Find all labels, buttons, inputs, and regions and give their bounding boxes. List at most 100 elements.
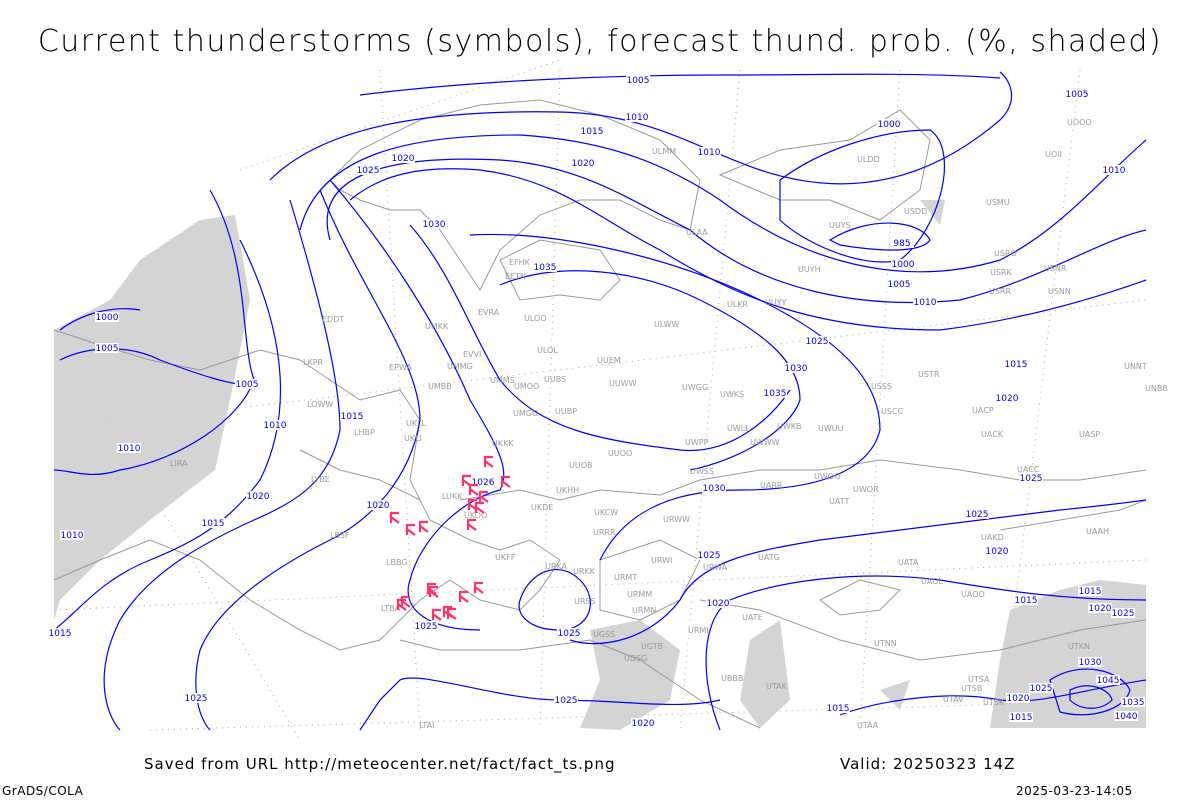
isobar-line xyxy=(359,73,1001,96)
station-label: URRR xyxy=(593,528,616,537)
station-label: UAOO xyxy=(961,590,985,599)
isobar-label: 1005 xyxy=(888,280,911,290)
isobar-line xyxy=(269,71,1013,185)
station-label: UACK xyxy=(981,430,1004,439)
station-label: LBBG xyxy=(386,558,408,567)
station-label: ULOL xyxy=(537,346,558,355)
station-label: UUYY xyxy=(765,298,787,307)
thunderstorm-icon xyxy=(500,475,511,488)
station-label: UOOO xyxy=(1067,118,1092,127)
isobar-label: 1020 xyxy=(707,599,730,609)
station-label: EVRA xyxy=(478,308,500,317)
station-label: UATA xyxy=(898,558,919,567)
isobar-label: 1005 xyxy=(1066,90,1089,100)
station-label: UWWW xyxy=(750,438,780,447)
station-label: USRO xyxy=(994,249,1017,258)
station-label: EDDT xyxy=(322,315,344,324)
station-label: UWLL xyxy=(727,424,750,433)
station-label: URWI xyxy=(651,556,672,565)
isobar-label: 1025 xyxy=(806,337,829,347)
station-label: LIRA xyxy=(170,459,188,468)
station-label: EPWA xyxy=(389,363,412,372)
station-label: UBBB xyxy=(721,674,743,683)
station-label: UMMS xyxy=(490,376,515,385)
isobar-line xyxy=(705,575,1147,731)
station-label: UWKS xyxy=(720,390,744,399)
station-label: UNNT xyxy=(1124,362,1147,371)
coastline xyxy=(819,579,901,616)
station-label: URMN xyxy=(632,606,656,615)
isobar-line xyxy=(1069,685,1113,709)
isobar-label: 1015 xyxy=(1005,360,1028,370)
isobar-label: 1020 xyxy=(632,719,655,729)
isobar-label: 1010 xyxy=(914,298,937,308)
isobar-label: 1010 xyxy=(698,148,721,158)
station-labels: EDDT EPWA UMMG UMBB EVRA ULOO ULOL UUEM UUWW UMMS… xyxy=(170,118,1168,730)
station-label: LKPR xyxy=(303,358,324,367)
station-label: UTNN xyxy=(874,639,897,648)
station-label: UWUU xyxy=(818,424,844,433)
isobar-label: 1025 xyxy=(1030,684,1053,694)
thunderstorm-icon xyxy=(468,483,479,496)
station-label: LUKK xyxy=(442,492,463,501)
thunderstorm-icon xyxy=(458,590,469,603)
isobar-label: 1025 xyxy=(185,694,208,704)
coastline xyxy=(399,639,761,729)
isobar-label: 1025 xyxy=(558,629,581,639)
station-label: LTBA xyxy=(381,604,401,613)
graticule-line xyxy=(539,69,561,731)
station-label: UUYS xyxy=(829,221,851,230)
station-label: UMOO xyxy=(514,382,539,391)
isobar-line xyxy=(1049,668,1131,716)
thunderstorm-icon xyxy=(483,455,494,468)
isobar-line xyxy=(518,569,591,631)
station-label: USNN xyxy=(1048,287,1071,296)
isobar-label: 1015 xyxy=(1010,713,1033,723)
station-label: USMU xyxy=(986,198,1010,207)
station-label: UDSG xyxy=(624,654,647,663)
station-label: USNR xyxy=(1044,264,1067,273)
valid-time-text: Valid: 20250323 14Z xyxy=(840,755,1016,773)
station-label: UAOL xyxy=(921,577,943,586)
station-label: UKFF xyxy=(495,553,516,562)
station-label: UATE xyxy=(742,613,763,622)
isobar-label: 1025 xyxy=(966,510,989,520)
station-label: URKA xyxy=(545,562,568,571)
coastline xyxy=(999,499,1147,531)
station-label: UATT xyxy=(829,497,849,506)
isobar-label: 1025 xyxy=(1112,609,1135,619)
isobar-label: 1035 xyxy=(1122,698,1145,708)
station-label: LTAI xyxy=(419,721,434,730)
station-label: UOII xyxy=(1045,150,1062,159)
probability-shade-area xyxy=(740,620,790,728)
isobar-line xyxy=(409,224,791,452)
coastline xyxy=(718,109,931,221)
isobar-label: 1030 xyxy=(1079,658,1102,668)
coastlines-borders xyxy=(53,99,1147,729)
software-credit: GrADS/COLA xyxy=(2,784,84,798)
station-label: EVVI xyxy=(463,350,481,359)
station-label: UWOR xyxy=(853,485,879,494)
station-label: ULOO xyxy=(524,314,547,323)
isobar-line xyxy=(59,348,251,386)
isobar-label: 1010 xyxy=(626,113,649,123)
isobar-label: 1025 xyxy=(1020,474,1043,484)
isobar-line xyxy=(326,158,1147,304)
isobar-label: 1035 xyxy=(764,389,787,399)
isobar-label: 1015 xyxy=(1079,587,1102,597)
isobar-label: 1015 xyxy=(341,412,364,422)
station-label: UACC xyxy=(1017,465,1040,474)
isobar-label: 1010 xyxy=(118,444,141,454)
isobar-label: 1020 xyxy=(986,547,1009,557)
station-label: UTAV xyxy=(943,695,964,704)
station-label: UMBB xyxy=(428,382,452,391)
station-label: UWKB xyxy=(777,422,802,431)
map-title: Current thunderstorms (symbols), forecas… xyxy=(37,24,1163,59)
isobar-label: 1045 xyxy=(1097,676,1120,686)
station-label: UMGG xyxy=(513,409,538,418)
isobar-label: 1020 xyxy=(392,154,415,164)
station-label: ULKR xyxy=(727,300,749,309)
station-label: URWW xyxy=(663,515,690,524)
station-label: UTAK xyxy=(766,682,788,691)
